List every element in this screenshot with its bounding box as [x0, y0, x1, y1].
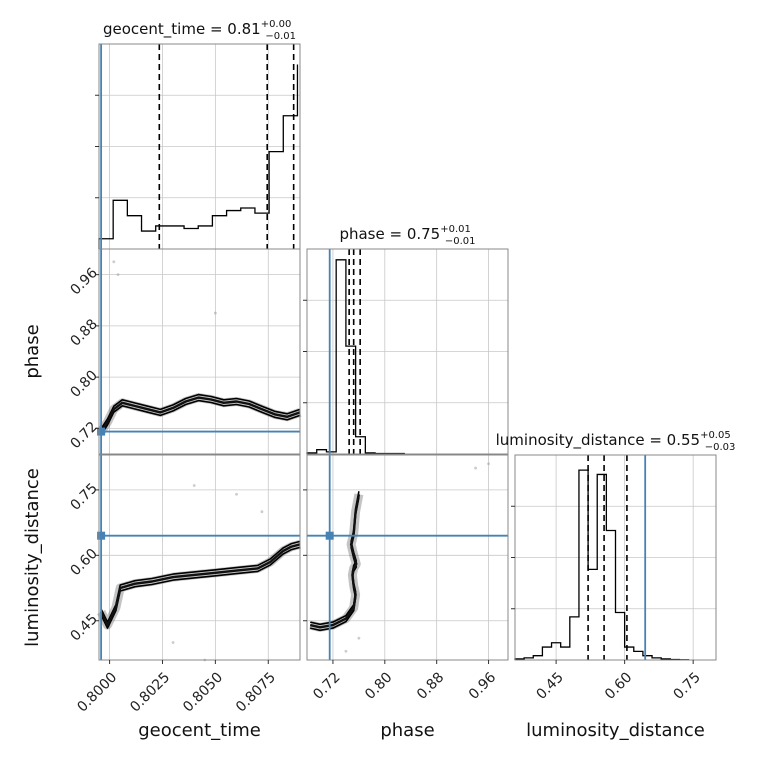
histogram-title: phase = 0.75+0.01 −0.01	[339, 224, 475, 247]
histogram-step-line	[306, 259, 405, 455]
histogram-step-line	[514, 469, 690, 661]
y-axis-label: luminosity_distance	[22, 468, 43, 647]
truth-marker	[97, 531, 106, 540]
sample-point	[192, 484, 196, 487]
x-axis-label: luminosity_distance	[526, 720, 705, 741]
x-tick-label: 0.8025	[127, 669, 173, 715]
y-tick-label: 0.75	[68, 480, 101, 513]
sample-point	[171, 641, 175, 644]
truth-marker	[97, 427, 106, 436]
contour-core	[100, 396, 301, 433]
y-tick-label: 0.60	[68, 546, 101, 579]
x-tick-label: 0.60	[602, 669, 635, 702]
truth-marker	[325, 531, 334, 540]
y-tick-label: 0.80	[68, 368, 101, 401]
x-tick-label: 0.96	[466, 669, 499, 702]
contour-core	[309, 494, 361, 629]
panel-geocent_time-phase	[97, 249, 302, 454]
panel-frame	[306, 454, 509, 661]
panel-phase-luminosity_distance	[307, 455, 508, 660]
x-tick-label: 0.45	[534, 669, 567, 702]
histogram-title: geocent_time = 0.81+0.00 −0.01	[103, 19, 296, 42]
panel-geocent_time-luminosity_distance	[97, 455, 302, 662]
x-tick-label: 0.8075	[233, 669, 279, 715]
sample-point	[487, 462, 490, 466]
x-tick-label: 0.8050	[180, 669, 226, 715]
y-axis-label: phase	[22, 324, 43, 378]
histogram-step-line	[98, 64, 299, 249]
contour-core	[100, 543, 301, 627]
y-tick-label: 0.96	[68, 265, 101, 298]
x-tick-label: 0.8000	[74, 669, 120, 715]
x-tick-label: 0.88	[414, 669, 447, 702]
contour-line	[100, 540, 301, 623]
sample-point	[344, 649, 348, 653]
y-tick-label: 0.45	[68, 611, 101, 644]
sample-point	[474, 466, 477, 470]
histogram-geocent_time	[98, 44, 300, 249]
x-axis-label: phase	[380, 720, 434, 741]
histogram-luminosity_distance	[514, 455, 716, 661]
y-tick-label: 0.88	[68, 316, 101, 349]
x-tick-label: 0.72	[310, 669, 343, 702]
histogram-phase	[306, 249, 508, 455]
sample-point	[112, 260, 116, 264]
sample-point	[260, 510, 264, 514]
histogram-title: luminosity_distance = 0.55+0.05 −0.03	[496, 430, 736, 453]
sample-point	[213, 311, 217, 315]
x-tick-label: 0.75	[671, 669, 704, 702]
sample-point	[116, 273, 120, 277]
contour-line	[100, 399, 301, 436]
x-tick-label: 0.80	[362, 669, 395, 702]
sample-point	[357, 636, 361, 640]
x-axis-label: geocent_time	[138, 720, 261, 741]
panel-frame	[98, 454, 301, 661]
contour-line	[100, 393, 301, 430]
panel-frame	[98, 248, 301, 455]
sample-point	[235, 492, 238, 496]
y-tick-label: 0.72	[68, 419, 101, 452]
